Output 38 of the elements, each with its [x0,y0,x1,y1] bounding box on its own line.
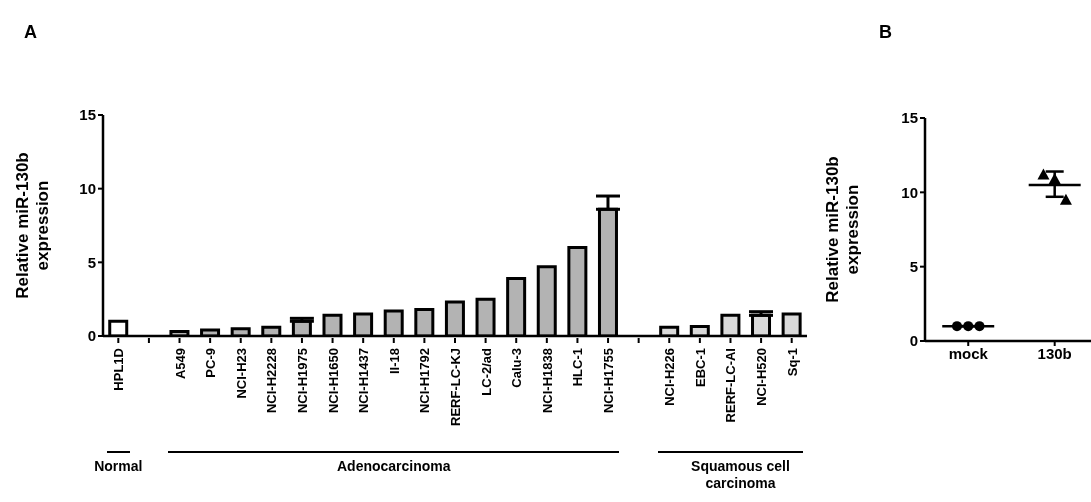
x-tick-label: PC-9 [203,348,219,378]
y-tick-label: 10 [901,183,918,201]
x-tick-label: NCI-H1755 [601,348,617,414]
x-tick-label: NCI-H226 [662,348,678,406]
y-tick-label: 0 [87,327,96,345]
x-tick-label: 130b [1037,344,1072,362]
x-tick-label: HLC-1 [570,348,586,387]
x-tick-label: II-18 [386,348,402,375]
x-tick-label: Calu-3 [509,348,525,388]
y-tick-label: 15 [901,109,918,127]
y-tick-label: 15 [79,106,96,124]
y-tick-label: 5 [909,257,918,275]
text: Normal [93,458,144,475]
x-tick-label: EBC-1 [692,348,708,388]
y-tick-label: 10 [79,179,96,197]
x-tick-label: NCI-H1650 [325,348,341,414]
x-tick-label: A549 [172,348,188,380]
y-tick-label: 5 [87,253,96,271]
x-tick-label: NCI-H1975 [294,348,310,414]
chart-title: A [24,22,37,43]
x-tick-label: NCI-H2228 [264,348,280,414]
y-tick-label: 0 [909,332,918,350]
x-tick-label: HPL1D [111,348,127,391]
chart-title: B [879,22,892,43]
x-tick-label: mock [948,344,989,362]
x-tick-label: NCI-H520 [754,348,770,406]
y-axis-title: Relative miR-130b expression [823,156,862,303]
x-tick-label: Sq-1 [784,348,800,377]
x-tick-label: NCI-H23 [233,348,249,399]
x-tick-label: NCI-H1838 [539,348,555,414]
x-tick-label: RERF-LC-AI [723,348,739,423]
text: Squamous cell carcinoma [690,458,791,492]
text: Adenocarcinoma [336,458,451,474]
x-tick-label: NCI-H1437 [356,348,372,414]
x-tick-label: LC-2/ad [478,347,494,396]
x-tick-label: NCI-H1792 [417,348,433,414]
y-axis-title: Relative miR-130b expression [13,152,52,299]
x-tick-label: RERF-LC-KJ [448,348,463,426]
